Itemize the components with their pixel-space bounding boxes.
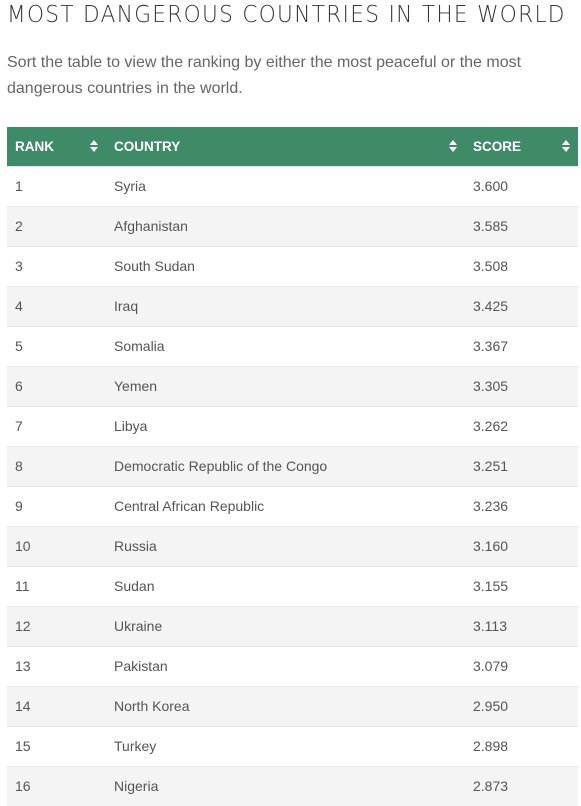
cell-score: 3.079: [465, 645, 578, 686]
cell-score: 3.113: [465, 605, 578, 646]
table-row: 1 Syria 3.600: [7, 165, 578, 206]
cell-score: 3.262: [465, 405, 578, 446]
cell-score: 3.425: [465, 285, 578, 326]
cell-country: Iraq: [106, 285, 465, 326]
cell-score: 3.600: [465, 165, 578, 206]
cell-country: Libya: [106, 405, 465, 446]
cell-rank: 1: [7, 165, 106, 206]
page-title: MOST DANGEROUS COUNTRIES IN THE WORLD: [7, 2, 566, 28]
cell-country: Democratic Republic of the Congo: [106, 445, 465, 486]
cell-rank: 10: [7, 525, 106, 566]
cell-country: Somalia: [106, 325, 465, 366]
cell-country: Russia: [106, 525, 465, 566]
table-row: 13 Pakistan 3.079: [7, 645, 578, 686]
table-row: 15 Turkey 2.898: [7, 725, 578, 766]
cell-rank: 5: [7, 325, 106, 366]
cell-country: Pakistan: [106, 645, 465, 686]
cell-country: Central African Republic: [106, 485, 465, 526]
table-row: 10 Russia 3.160: [7, 525, 578, 566]
table-row: 12 Ukraine 3.113: [7, 605, 578, 646]
cell-score: 2.873: [465, 765, 578, 806]
cell-country: Yemen: [106, 365, 465, 406]
cell-country: North Korea: [106, 685, 465, 726]
column-header-label: COUNTRY: [114, 138, 181, 154]
table-header-row: RANK COUNTRY SCORE: [7, 127, 578, 166]
column-header-country[interactable]: COUNTRY: [106, 127, 465, 166]
cell-score: 3.160: [465, 525, 578, 566]
cell-score: 3.236: [465, 485, 578, 526]
table-row: 6 Yemen 3.305: [7, 365, 578, 406]
cell-score: 2.950: [465, 685, 578, 726]
cell-country: Nigeria: [106, 765, 465, 806]
cell-rank: 4: [7, 285, 106, 326]
cell-rank: 8: [7, 445, 106, 486]
sort-icon[interactable]: [449, 140, 457, 153]
cell-score: 3.305: [465, 365, 578, 406]
cell-score: 3.367: [465, 325, 578, 366]
column-header-score[interactable]: SCORE: [465, 127, 578, 166]
column-header-label: SCORE: [473, 138, 522, 154]
cell-rank: 14: [7, 685, 106, 726]
table-row: 7 Libya 3.262: [7, 405, 578, 446]
cell-country: Afghanistan: [106, 205, 465, 246]
table-body: 1 Syria 3.600 2 Afghanistan 3.585 3 South Sudan…: [7, 165, 578, 806]
column-header-label: RANK: [15, 138, 54, 154]
column-header-rank[interactable]: RANK: [7, 127, 106, 166]
cell-country: Syria: [106, 165, 465, 206]
cell-country: Sudan: [106, 565, 465, 606]
cell-country: Ukraine: [106, 605, 465, 646]
cell-rank: 3: [7, 245, 106, 286]
cell-score: 3.251: [465, 445, 578, 486]
cell-score: 3.155: [465, 565, 578, 606]
cell-score: 3.508: [465, 245, 578, 286]
sort-icon[interactable]: [90, 140, 98, 153]
cell-rank: 6: [7, 365, 106, 406]
table-row: 8 Democratic Republic of the Congo 3.251: [7, 445, 578, 486]
cell-rank: 9: [7, 485, 106, 526]
cell-score: 2.898: [465, 725, 578, 766]
table-row: 3 South Sudan 3.508: [7, 245, 578, 286]
cell-country: Turkey: [106, 725, 465, 766]
table-row: 9 Central African Republic 3.236: [7, 485, 578, 526]
table-row: 4 Iraq 3.425: [7, 285, 578, 326]
table-row: 14 North Korea 2.950: [7, 685, 578, 726]
table-row: 16 Nigeria 2.873: [7, 765, 578, 806]
table-row: 5 Somalia 3.367: [7, 325, 578, 366]
cell-rank: 7: [7, 405, 106, 446]
cell-rank: 15: [7, 725, 106, 766]
table-row: 11 Sudan 3.155: [7, 565, 578, 606]
cell-score: 3.585: [465, 205, 578, 246]
cell-rank: 12: [7, 605, 106, 646]
table-row: 2 Afghanistan 3.585: [7, 205, 578, 246]
sort-icon[interactable]: [562, 140, 570, 153]
cell-rank: 16: [7, 765, 106, 806]
cell-country: South Sudan: [106, 245, 465, 286]
table-header: RANK COUNTRY SCORE: [7, 127, 578, 166]
page-subtitle: Sort the table to view the ranking by ei…: [7, 54, 522, 97]
cell-rank: 11: [7, 565, 106, 606]
cell-rank: 2: [7, 205, 106, 246]
ranking-table: RANK COUNTRY SCORE 1 Syria 3.600 2 Afghanist…: [7, 127, 578, 806]
cell-rank: 13: [7, 645, 106, 686]
